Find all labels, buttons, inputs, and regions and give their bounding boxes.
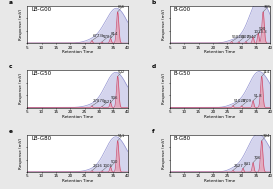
Text: 1013.3: 1013.3 — [253, 30, 267, 37]
Text: 5601.3: 5601.3 — [232, 35, 246, 42]
Text: LB-G50: LB-G50 — [31, 71, 51, 76]
Text: 1786: 1786 — [102, 35, 112, 42]
X-axis label: Retention Time: Retention Time — [204, 179, 236, 183]
Text: 2942: 2942 — [246, 35, 256, 42]
Text: LB-G80: LB-G80 — [31, 136, 51, 141]
X-axis label: Retention Time: Retention Time — [204, 50, 236, 54]
Text: 2627: 2627 — [233, 164, 244, 170]
Text: 114: 114 — [262, 70, 270, 76]
Text: 51023: 51023 — [233, 99, 246, 106]
Text: 906: 906 — [111, 96, 118, 103]
Y-axis label: Response (mV): Response (mV) — [162, 73, 166, 105]
Text: 511: 511 — [118, 134, 126, 141]
Text: b: b — [152, 0, 156, 5]
Y-axis label: Response (mV): Response (mV) — [19, 138, 23, 169]
Text: c: c — [9, 64, 13, 69]
Text: e: e — [9, 129, 13, 134]
Text: d: d — [152, 64, 156, 69]
Text: 500: 500 — [111, 160, 118, 167]
Text: 502: 502 — [118, 70, 126, 76]
Y-axis label: Response (mV): Response (mV) — [162, 138, 166, 169]
Text: f: f — [152, 129, 155, 134]
Text: 1621: 1621 — [102, 100, 112, 107]
Y-axis label: Response (mV): Response (mV) — [19, 73, 23, 105]
Text: B-G50: B-G50 — [174, 71, 191, 76]
Y-axis label: Response (mV): Response (mV) — [19, 9, 23, 40]
Text: 9607: 9607 — [239, 35, 249, 42]
Text: 2316: 2316 — [92, 164, 102, 171]
Text: 814: 814 — [111, 32, 118, 38]
X-axis label: Retention Time: Retention Time — [62, 179, 93, 183]
Text: 841: 841 — [243, 162, 251, 168]
Text: 706: 706 — [253, 156, 261, 163]
Text: 666: 666 — [118, 5, 125, 12]
X-axis label: Retention Time: Retention Time — [204, 115, 236, 119]
Text: LB-G00: LB-G00 — [31, 7, 51, 12]
Text: B-G00: B-G00 — [174, 7, 191, 12]
Text: 27870: 27870 — [92, 99, 105, 106]
X-axis label: Retention Time: Retention Time — [62, 115, 93, 119]
Text: 500: 500 — [258, 26, 266, 33]
Y-axis label: Response (mV): Response (mV) — [162, 9, 166, 40]
Text: 1006: 1006 — [102, 164, 112, 171]
X-axis label: Retention Time: Retention Time — [62, 50, 93, 54]
Text: 394: 394 — [262, 134, 270, 141]
Text: 6773b: 6773b — [92, 34, 105, 41]
Text: a: a — [9, 0, 13, 5]
Text: 305: 305 — [263, 5, 271, 12]
Text: 51.8: 51.8 — [253, 94, 262, 101]
Text: 3709: 3709 — [242, 99, 252, 106]
Text: B-G80: B-G80 — [174, 136, 191, 141]
